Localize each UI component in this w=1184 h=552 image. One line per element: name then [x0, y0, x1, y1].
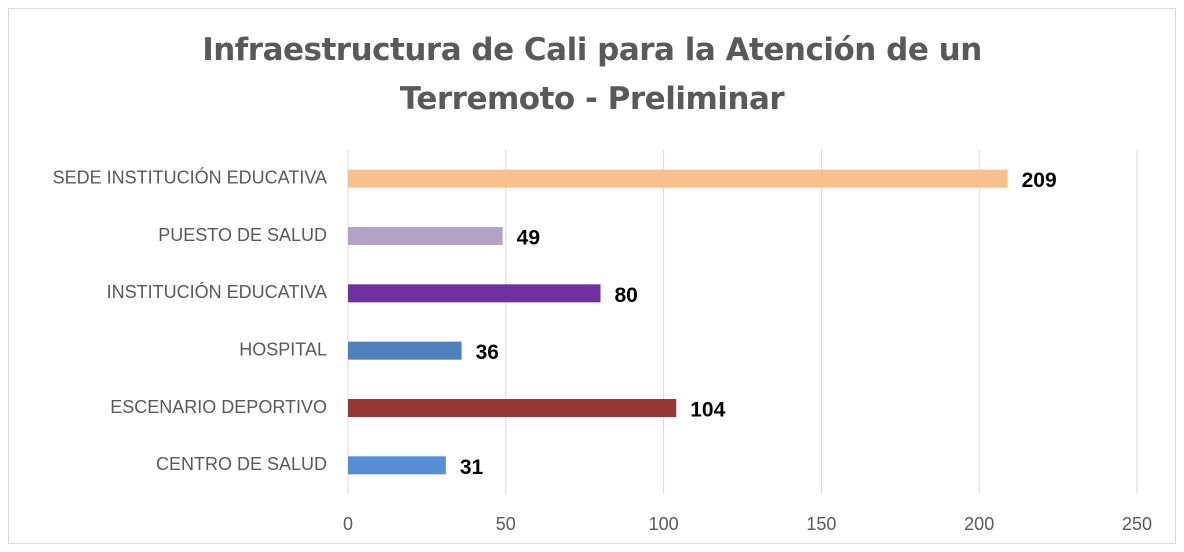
value-label: 36 [476, 341, 499, 364]
value-label: 49 [517, 227, 540, 250]
y-tick-label: INSTITUCIÓN EDUCATIVA [107, 281, 327, 302]
y-tick-label: SEDE INSTITUCIÓN EDUCATIVA [53, 166, 327, 187]
y-tick-label: ESCENARIO DEPORTIVO [110, 397, 327, 417]
x-tick-label: 150 [806, 514, 836, 534]
value-label: 31 [460, 456, 484, 479]
bar [348, 169, 1008, 188]
chart-title: Infraestructura de Cali para la Atención… [202, 32, 982, 117]
bar [348, 284, 601, 303]
value-label: 80 [614, 284, 637, 307]
y-tick-label: PUESTO DE SALUD [158, 225, 327, 245]
x-tick-label: 0 [343, 514, 353, 534]
bar [348, 399, 677, 417]
chart-border [8, 8, 1176, 544]
x-tick-label: 100 [649, 514, 679, 534]
bar [348, 227, 503, 245]
x-tick-label: 250 [1122, 514, 1152, 534]
value-label: 209 [1022, 169, 1057, 192]
y-tick-label: HOSPITAL [239, 339, 327, 359]
y-tick-label: CENTRO DE SALUD [156, 454, 327, 474]
x-tick-label: 50 [496, 514, 516, 534]
bar [348, 456, 446, 475]
value-label: 104 [690, 399, 725, 422]
bar [348, 341, 462, 360]
x-tick-label: 200 [964, 514, 994, 534]
